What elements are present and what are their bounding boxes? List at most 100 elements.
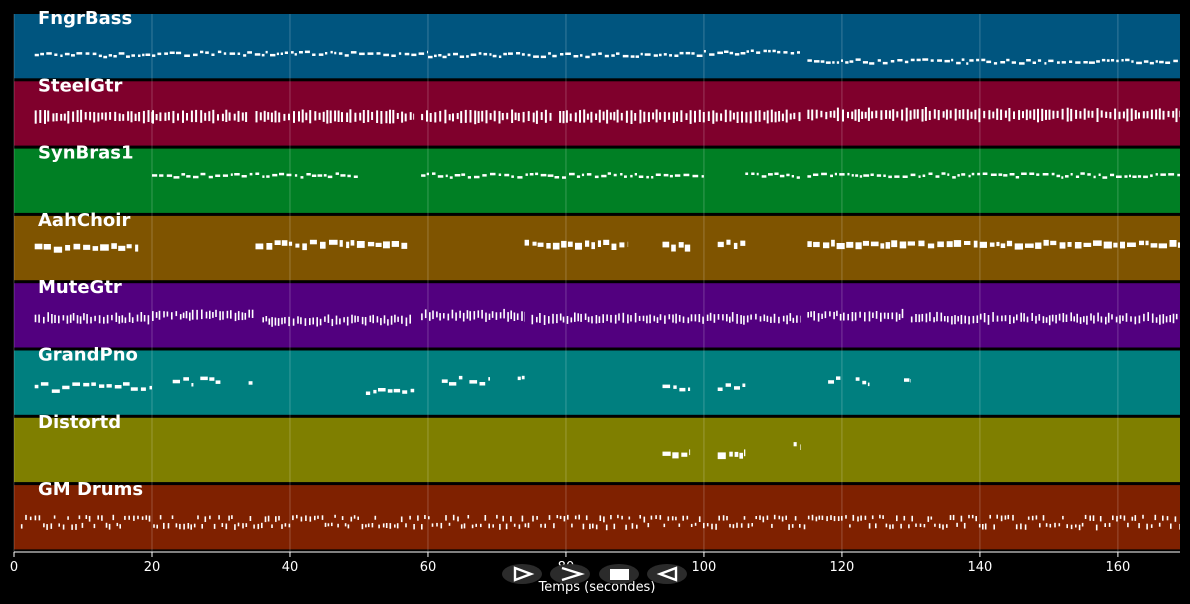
note <box>851 174 854 177</box>
chevron-right-icon <box>561 566 585 582</box>
note <box>690 523 693 527</box>
note <box>1062 515 1064 520</box>
note <box>304 50 310 54</box>
note <box>201 524 203 529</box>
note <box>80 109 83 123</box>
note <box>320 241 326 249</box>
note <box>312 53 316 56</box>
note <box>989 242 995 247</box>
note <box>872 312 874 318</box>
note <box>401 242 408 249</box>
note <box>325 52 328 55</box>
note <box>857 109 860 122</box>
note <box>434 112 437 123</box>
note <box>867 382 870 387</box>
note <box>1121 59 1124 62</box>
note <box>152 54 156 57</box>
note <box>996 514 998 519</box>
note <box>692 174 699 178</box>
note <box>743 315 745 325</box>
note <box>396 523 399 529</box>
note <box>647 523 650 528</box>
note <box>1159 314 1161 325</box>
note <box>211 53 215 56</box>
note <box>404 113 407 122</box>
note <box>847 172 850 176</box>
note <box>429 312 431 321</box>
note <box>300 317 302 325</box>
note <box>726 239 731 245</box>
rewind-button[interactable] <box>647 564 687 584</box>
note <box>553 523 555 529</box>
note <box>442 55 447 59</box>
note <box>274 317 277 326</box>
note <box>489 53 492 56</box>
note <box>707 111 710 121</box>
note <box>1037 108 1039 123</box>
note <box>613 173 617 177</box>
note <box>635 55 639 58</box>
note <box>913 109 916 119</box>
note <box>924 107 927 121</box>
note <box>271 524 273 528</box>
note <box>143 315 146 322</box>
note <box>1162 110 1165 120</box>
note <box>40 52 44 56</box>
note <box>350 51 357 54</box>
note <box>617 514 619 519</box>
note <box>234 173 240 176</box>
note <box>1004 315 1007 322</box>
note <box>685 51 691 55</box>
note <box>899 241 907 249</box>
note <box>1061 61 1066 64</box>
note <box>709 53 715 56</box>
note <box>540 173 547 177</box>
note <box>1177 242 1180 248</box>
note <box>901 308 904 319</box>
note <box>1057 61 1060 64</box>
note <box>616 109 619 123</box>
note <box>698 516 701 522</box>
note <box>743 516 746 520</box>
note <box>321 515 324 520</box>
note <box>957 316 959 322</box>
note <box>817 313 820 322</box>
note <box>1000 109 1003 120</box>
note <box>620 173 623 176</box>
note <box>1124 175 1128 178</box>
note <box>796 176 800 179</box>
note <box>1159 60 1164 64</box>
note <box>606 314 608 322</box>
note <box>251 309 254 318</box>
note <box>454 174 461 177</box>
stop-button[interactable] <box>599 564 639 584</box>
note <box>329 110 332 124</box>
note <box>292 318 295 326</box>
note <box>426 110 428 122</box>
note <box>387 389 393 393</box>
note <box>200 110 203 123</box>
next-button[interactable] <box>550 564 590 584</box>
note <box>836 107 839 122</box>
note <box>1150 243 1158 248</box>
note <box>855 58 861 61</box>
note <box>335 172 339 175</box>
note <box>832 61 835 64</box>
note <box>763 314 766 322</box>
note <box>930 59 934 62</box>
note <box>556 515 559 519</box>
note <box>387 319 389 326</box>
note <box>1120 241 1125 249</box>
note <box>591 53 596 56</box>
play-button[interactable] <box>502 564 542 584</box>
note <box>337 523 339 528</box>
note <box>1013 111 1015 119</box>
note <box>482 174 487 177</box>
note <box>682 316 685 323</box>
note <box>971 514 974 519</box>
note <box>826 516 828 522</box>
note <box>264 516 267 523</box>
note <box>1054 522 1056 528</box>
note <box>628 516 631 520</box>
note <box>960 515 963 522</box>
